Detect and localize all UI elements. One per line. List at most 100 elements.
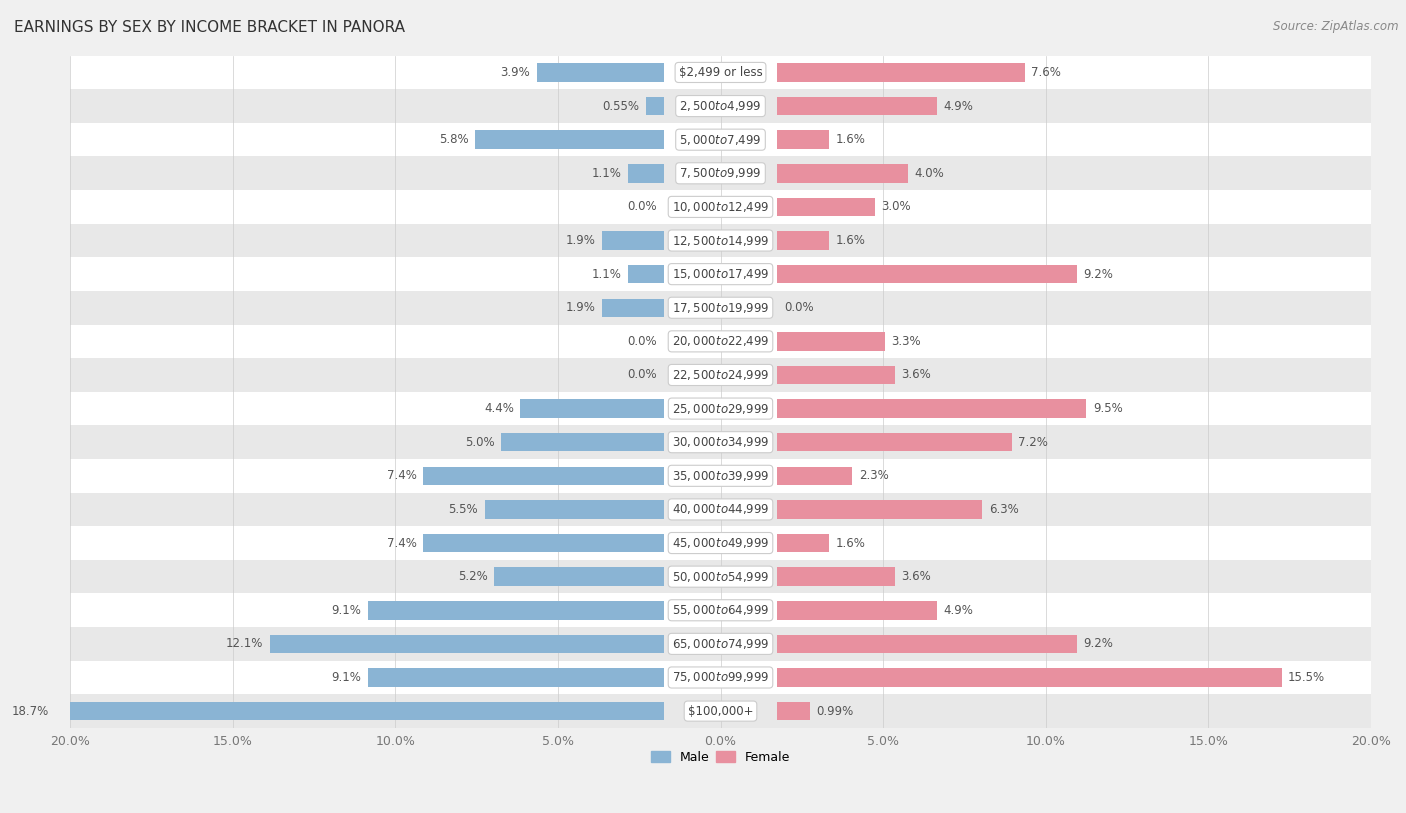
Bar [70, 593, 1371, 627]
Text: 3.9%: 3.9% [501, 66, 530, 79]
Bar [70, 55, 1371, 89]
Bar [628, 265, 664, 284]
Bar [70, 493, 1371, 526]
Text: 18.7%: 18.7% [11, 705, 49, 718]
Bar [423, 534, 664, 552]
Bar [70, 526, 1371, 560]
Text: 0.99%: 0.99% [815, 705, 853, 718]
Text: $15,000 to $17,499: $15,000 to $17,499 [672, 267, 769, 281]
Text: 2.3%: 2.3% [859, 469, 889, 482]
Bar [778, 702, 810, 720]
Bar [778, 601, 936, 620]
Bar [70, 627, 1371, 661]
Bar [70, 459, 1371, 493]
Bar [602, 298, 664, 317]
Text: 4.9%: 4.9% [943, 99, 973, 112]
Bar [778, 500, 983, 519]
Bar [628, 164, 664, 183]
Bar [70, 89, 1371, 123]
Bar [778, 399, 1087, 418]
Bar [778, 130, 830, 149]
Text: $22,500 to $24,999: $22,500 to $24,999 [672, 368, 769, 382]
Bar [778, 164, 907, 183]
Text: Source: ZipAtlas.com: Source: ZipAtlas.com [1274, 20, 1399, 33]
Text: $40,000 to $44,999: $40,000 to $44,999 [672, 502, 769, 516]
Text: 4.0%: 4.0% [914, 167, 943, 180]
Text: 0.0%: 0.0% [627, 335, 657, 348]
Bar [778, 333, 884, 350]
Text: 9.5%: 9.5% [1092, 402, 1123, 415]
Bar [778, 97, 936, 115]
Bar [778, 198, 875, 216]
Text: $5,000 to $7,499: $5,000 to $7,499 [679, 133, 762, 146]
Text: $10,000 to $12,499: $10,000 to $12,499 [672, 200, 769, 214]
Bar [645, 97, 664, 115]
Text: 12.1%: 12.1% [226, 637, 263, 650]
Bar [423, 467, 664, 485]
Bar [70, 560, 1371, 593]
Bar [778, 63, 1025, 81]
Text: $65,000 to $74,999: $65,000 to $74,999 [672, 637, 769, 651]
Text: 0.0%: 0.0% [785, 302, 814, 315]
Bar [778, 366, 894, 385]
Bar [367, 601, 664, 620]
Text: 9.2%: 9.2% [1083, 637, 1114, 650]
Bar [778, 567, 894, 586]
Text: 15.5%: 15.5% [1288, 671, 1326, 684]
Text: $30,000 to $34,999: $30,000 to $34,999 [672, 435, 769, 450]
Text: 1.6%: 1.6% [837, 537, 866, 550]
Text: 7.4%: 7.4% [387, 537, 416, 550]
Bar [270, 635, 664, 653]
Bar [537, 63, 664, 81]
Text: $50,000 to $54,999: $50,000 to $54,999 [672, 570, 769, 584]
Bar [70, 359, 1371, 392]
Bar [495, 567, 664, 586]
Text: 5.5%: 5.5% [449, 503, 478, 516]
Text: 9.2%: 9.2% [1083, 267, 1114, 280]
Bar [70, 258, 1371, 291]
Bar [778, 534, 830, 552]
Bar [70, 156, 1371, 190]
Text: 5.2%: 5.2% [458, 570, 488, 583]
Text: $12,500 to $14,999: $12,500 to $14,999 [672, 233, 769, 247]
Text: $45,000 to $49,999: $45,000 to $49,999 [672, 536, 769, 550]
Bar [778, 433, 1012, 451]
Text: $55,000 to $64,999: $55,000 to $64,999 [672, 603, 769, 617]
Text: 1.6%: 1.6% [837, 234, 866, 247]
Text: 1.9%: 1.9% [565, 302, 595, 315]
Text: 1.1%: 1.1% [592, 167, 621, 180]
Text: 4.9%: 4.9% [943, 604, 973, 617]
Text: $25,000 to $29,999: $25,000 to $29,999 [672, 402, 769, 415]
Text: $75,000 to $99,999: $75,000 to $99,999 [672, 671, 769, 685]
Bar [778, 265, 1077, 284]
Text: 3.6%: 3.6% [901, 368, 931, 381]
Text: 1.1%: 1.1% [592, 267, 621, 280]
Bar [70, 425, 1371, 459]
Bar [485, 500, 664, 519]
Bar [70, 224, 1371, 258]
Text: 0.55%: 0.55% [602, 99, 640, 112]
Text: 1.9%: 1.9% [565, 234, 595, 247]
Text: EARNINGS BY SEX BY INCOME BRACKET IN PANORA: EARNINGS BY SEX BY INCOME BRACKET IN PAN… [14, 20, 405, 35]
Text: $20,000 to $22,499: $20,000 to $22,499 [672, 334, 769, 348]
Bar [70, 123, 1371, 156]
Bar [70, 190, 1371, 224]
Bar [70, 392, 1371, 425]
Legend: Male, Female: Male, Female [647, 746, 794, 769]
Text: 7.4%: 7.4% [387, 469, 416, 482]
Bar [778, 635, 1077, 653]
Bar [55, 702, 664, 720]
Bar [367, 668, 664, 687]
Text: 5.8%: 5.8% [439, 133, 468, 146]
Text: 7.2%: 7.2% [1018, 436, 1047, 449]
Text: 3.3%: 3.3% [891, 335, 921, 348]
Text: 3.0%: 3.0% [882, 201, 911, 213]
Bar [70, 694, 1371, 728]
Text: 9.1%: 9.1% [332, 671, 361, 684]
Text: $2,500 to $4,999: $2,500 to $4,999 [679, 99, 762, 113]
Text: 4.4%: 4.4% [484, 402, 515, 415]
Text: 6.3%: 6.3% [988, 503, 1018, 516]
Text: 9.1%: 9.1% [332, 604, 361, 617]
Bar [520, 399, 664, 418]
Bar [602, 231, 664, 250]
